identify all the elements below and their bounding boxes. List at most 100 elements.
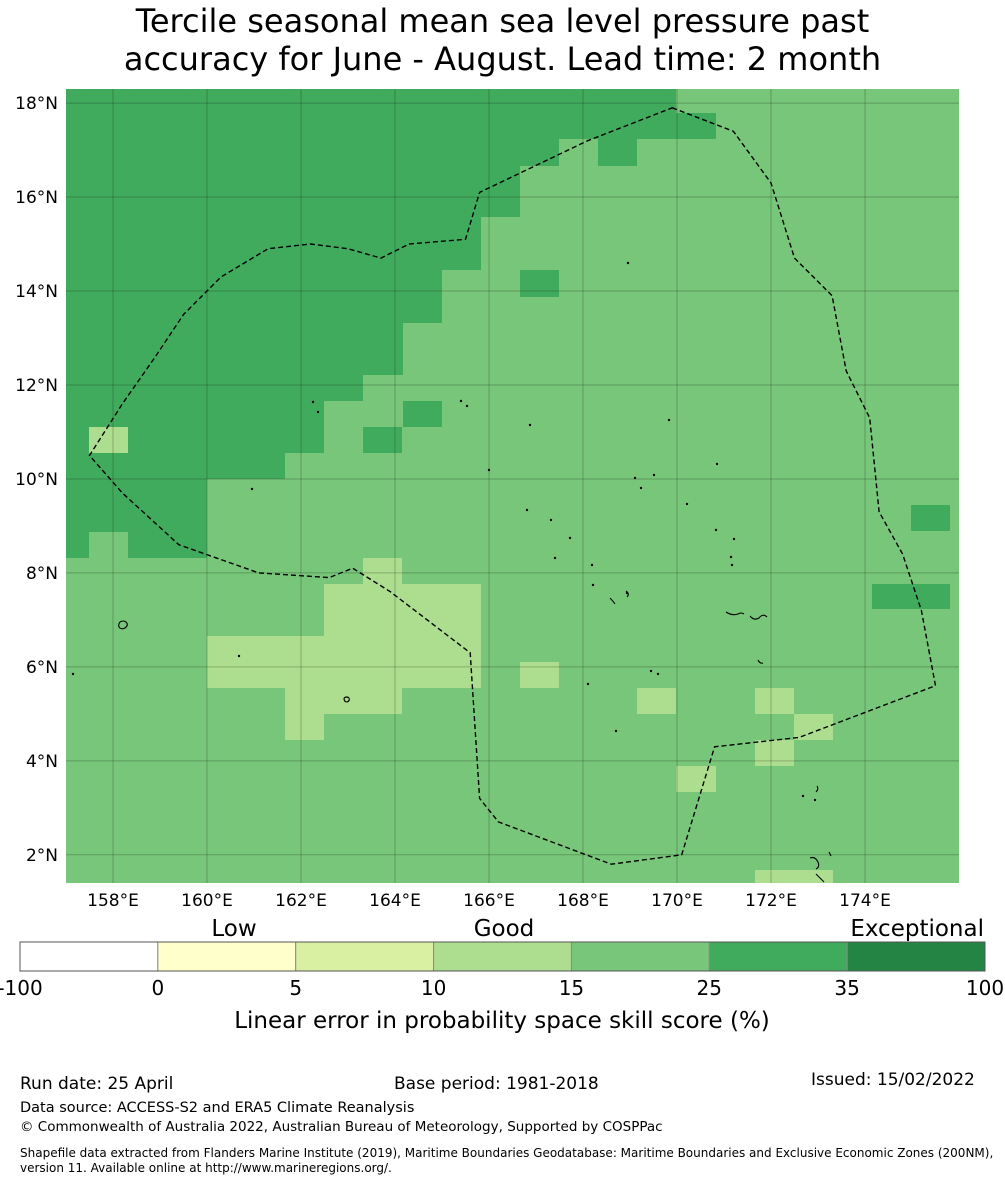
colorbar-bin — [846, 941, 986, 972]
island-coastline — [749, 614, 768, 620]
skill-cell-10-15 — [520, 662, 559, 688]
longitude-label: 166°E — [463, 891, 515, 910]
island-dot — [714, 528, 718, 532]
island-dot — [715, 462, 719, 466]
colorbar-bin — [433, 941, 572, 972]
island-dot — [250, 487, 254, 491]
colorbar-frame — [19, 941, 986, 972]
island-coastline — [815, 785, 819, 793]
island-dot — [730, 563, 734, 567]
colorbar-category-label: Good — [474, 916, 535, 942]
title-line-1: Tercile seasonal mean sea level pressure… — [135, 2, 870, 40]
skill-cell-25-35 — [520, 270, 559, 297]
skill-cell-10-15 — [755, 870, 833, 883]
latitude-label: 2°N — [26, 846, 58, 866]
island-dot — [639, 486, 643, 490]
island-coastlines — [71, 261, 832, 883]
island-coastline — [118, 620, 128, 630]
skill-cell-10-15 — [676, 766, 716, 792]
island-dot — [656, 672, 660, 676]
island-coastline — [828, 851, 832, 857]
skill-map: 158°E 160°E 162°E 164°E 166°E 168°E 170°E 172°E… — [15, 89, 959, 910]
skill-cell-25-35 — [363, 427, 402, 453]
longitude-label: 162°E — [275, 891, 327, 910]
skill-cell-10-15 — [89, 427, 128, 453]
latitude-label: 16°N — [15, 188, 58, 208]
map-gridlines — [66, 89, 959, 883]
island-dot — [649, 669, 653, 673]
island-dot — [311, 400, 315, 404]
longitude-label: 164°E — [369, 891, 421, 910]
longitude-label: 170°E — [651, 891, 703, 910]
colorbar-bin — [570, 941, 710, 972]
skill-cell-10-15 — [363, 558, 402, 584]
colorbar-tick-label: -100 — [0, 976, 43, 1000]
island-dot — [729, 555, 733, 559]
island-dot — [652, 473, 656, 477]
island-coastline — [757, 659, 764, 664]
copyright-notice: © Commonwealth of Australia 2022, Austra… — [20, 1119, 663, 1135]
latitude-label: 8°N — [26, 564, 58, 584]
colorbar-category-label: Exceptional — [850, 916, 984, 942]
latitude-labels: 2°N 4°N 6°N 8°N 10°N 12°N 14°N 16°N 18°N — [15, 94, 58, 866]
latitude-label: 12°N — [15, 376, 58, 396]
island-dot — [568, 536, 572, 540]
issued-date: Issued: 15/02/2022 — [811, 1070, 975, 1090]
island-dot — [459, 399, 463, 403]
colorbar-tick-label: 15 — [559, 976, 584, 1000]
shapefile-credit: Shapefile data extracted from Flanders M… — [20, 1146, 994, 1175]
island-dot — [586, 682, 590, 686]
skill-cell-25-35 — [403, 401, 442, 427]
island-dot — [590, 563, 594, 567]
island-dot — [813, 798, 817, 802]
skill-cell-10-15 — [755, 740, 794, 766]
island-coastline — [609, 597, 616, 605]
data-source: Data source: ACCESS-S2 and ERA5 Climate … — [20, 1100, 415, 1116]
map-title: Tercile seasonal mean sea level pressure… — [0, 2, 1005, 78]
island-dot — [71, 672, 75, 676]
longitude-label: 158°E — [87, 891, 139, 910]
island-dot — [633, 476, 637, 480]
island-coastline — [343, 696, 350, 703]
island-dot — [685, 502, 689, 506]
longitude-label: 168°E — [557, 891, 609, 910]
colorbar-tick-label: 100 — [966, 976, 1004, 1000]
longitude-label: 160°E — [181, 891, 233, 910]
longitude-labels: 158°E 160°E 162°E 164°E 166°E 168°E 170°E 172°E… — [87, 891, 891, 910]
colorbar-bin — [19, 941, 159, 972]
latitude-label: 14°N — [15, 282, 58, 302]
skill-cell-25-35 — [911, 505, 950, 531]
skill-cell-10-15 — [285, 714, 324, 740]
island-dot — [626, 261, 630, 265]
latitude-label: 6°N — [26, 658, 58, 678]
island-dot — [614, 729, 618, 733]
latitude-label: 4°N — [26, 752, 58, 772]
skill-cell-10-15 — [324, 584, 481, 636]
island-dot — [801, 794, 805, 798]
eez-boundary — [88, 107, 937, 865]
island-dot — [591, 583, 595, 587]
colorbar-bin — [157, 941, 297, 972]
skill-grid-cells — [66, 89, 959, 883]
base-period: Base period: 1981-2018 — [394, 1074, 599, 1094]
colorbar-title: Linear error in probability space skill … — [234, 1008, 770, 1034]
colorbar-tick-label: 25 — [697, 976, 722, 1000]
skill-cell-10-15 — [285, 688, 402, 714]
island-dot — [237, 654, 241, 658]
island-dot — [549, 518, 553, 522]
longitude-label: 174°E — [839, 891, 891, 910]
colorbar-bin — [708, 941, 848, 972]
colorbar-tick-label: 5 — [289, 976, 302, 1000]
colorbar-bin — [295, 941, 435, 972]
skill-cell-10-15 — [207, 636, 481, 688]
colorbar-tick-labels: -100 0 5 10 15 25 35 100 — [0, 976, 1004, 1000]
island-coastline — [815, 873, 825, 883]
skill-cell-25-35 — [872, 584, 950, 609]
island-dot — [465, 404, 469, 408]
colorbar-tick-label: 10 — [421, 976, 446, 1000]
island-dot — [316, 410, 320, 414]
island-dot — [667, 418, 671, 422]
island-dot — [487, 468, 491, 472]
title-line-2: accuracy for June - August. Lead time: 2… — [123, 40, 882, 78]
latitude-label: 18°N — [15, 94, 58, 114]
